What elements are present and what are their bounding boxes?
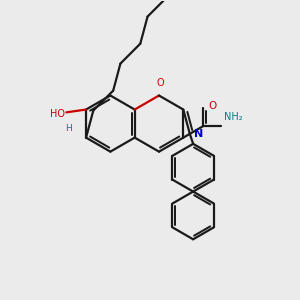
- Text: H: H: [65, 124, 71, 133]
- Text: NH₂: NH₂: [224, 112, 242, 122]
- Text: HO: HO: [50, 109, 65, 119]
- Text: N: N: [194, 129, 203, 139]
- Text: O: O: [209, 101, 217, 112]
- Text: O: O: [157, 78, 164, 88]
